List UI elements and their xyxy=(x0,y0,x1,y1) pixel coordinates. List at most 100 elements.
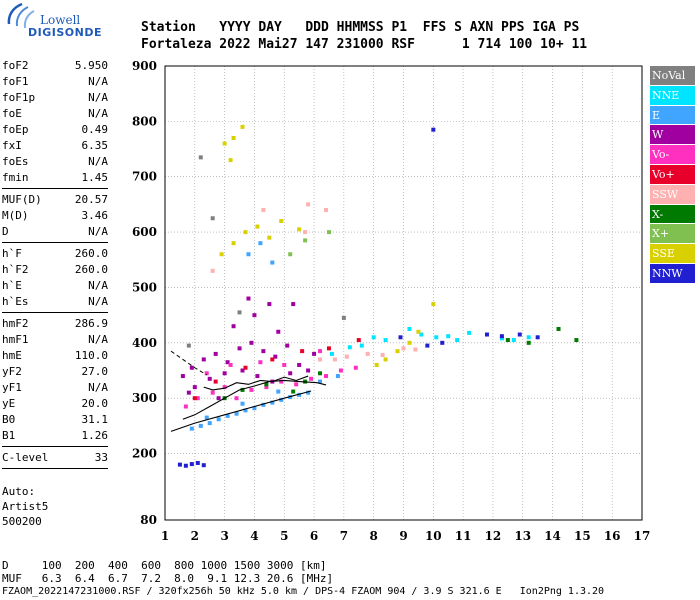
autoscaling-info: Auto: Artist5 500200 xyxy=(2,484,48,529)
x-tick-label: 1 xyxy=(161,529,169,543)
echo-point xyxy=(276,389,281,394)
echo-point xyxy=(335,374,340,379)
param-label: foF1 xyxy=(2,75,29,88)
echo-point xyxy=(395,349,400,354)
echo-point xyxy=(398,335,403,340)
echo-point xyxy=(201,463,206,468)
param-row: foF1p N/A xyxy=(2,90,108,106)
auto-label: Auto: xyxy=(2,485,36,498)
echo-point xyxy=(294,382,299,387)
echo-point xyxy=(261,207,266,212)
echo-point xyxy=(374,362,379,367)
legend-item-x-: X+ xyxy=(650,224,695,245)
echo-point xyxy=(300,349,305,354)
echo-point xyxy=(318,379,323,384)
echo-point xyxy=(189,365,194,370)
echo-point xyxy=(195,396,200,401)
echo-point xyxy=(192,385,197,390)
param-value: 20.0 xyxy=(81,397,109,410)
param-label: B1 xyxy=(2,429,16,442)
echo-point xyxy=(186,390,191,395)
echo-point xyxy=(246,296,251,301)
echo-point xyxy=(231,241,236,246)
echo-point xyxy=(455,338,460,343)
legend-item-noval: NoVal xyxy=(650,66,695,86)
polarization-legend: NoVal NNE E W Vo- Vo+ SSW X- X+ SSE NNW xyxy=(650,66,695,284)
echo-point xyxy=(267,302,272,307)
echo-point xyxy=(279,397,284,402)
echo-point xyxy=(416,329,421,334)
echo-point xyxy=(356,338,361,343)
echo-point xyxy=(270,400,275,405)
echo-point xyxy=(419,332,424,337)
echo-point xyxy=(225,360,230,365)
x-tick-label: 11 xyxy=(455,529,472,543)
echo-point xyxy=(288,252,293,257)
echo-point xyxy=(273,354,278,359)
trace-curve xyxy=(182,379,327,420)
echo-point xyxy=(309,376,314,381)
param-row: yF2 27.0 xyxy=(2,364,108,380)
digisonde-logo: Lowell DIGISONDE xyxy=(2,2,101,42)
echo-point xyxy=(183,463,188,468)
echo-point xyxy=(192,396,197,401)
param-value: N/A xyxy=(88,225,108,238)
echo-point xyxy=(318,357,323,362)
echo-point xyxy=(264,385,269,390)
echo-point xyxy=(198,155,203,160)
echo-point xyxy=(291,302,296,307)
echo-point xyxy=(347,345,352,350)
x-tick-label: 6 xyxy=(310,529,318,543)
echo-point xyxy=(240,387,245,392)
param-row: foF2 5.950 xyxy=(2,58,108,74)
param-value: N/A xyxy=(88,333,108,346)
echo-point xyxy=(353,365,358,370)
echo-point xyxy=(401,346,406,351)
x-tick-label: 16 xyxy=(604,529,621,543)
echo-point xyxy=(228,158,233,163)
echo-point xyxy=(234,411,239,416)
echo-point xyxy=(249,340,254,345)
param-value: 6.35 xyxy=(81,139,109,152)
echo-point xyxy=(365,351,370,356)
echo-point xyxy=(467,330,472,335)
echo-point xyxy=(270,260,275,265)
echo-point xyxy=(210,390,215,395)
echo-point xyxy=(323,207,328,212)
param-row: foE N/A xyxy=(2,106,108,122)
echo-point xyxy=(210,268,215,273)
param-row: M(D) 3.46 xyxy=(2,208,108,224)
echo-point xyxy=(237,346,242,351)
header-row1: Station YYYY DAY DDD HHMMSS P1 FFS S AXN… xyxy=(141,20,580,35)
echo-point xyxy=(440,340,445,345)
echo-point xyxy=(216,396,221,401)
echo-point xyxy=(574,338,579,343)
param-row: B1 1.26 xyxy=(2,428,108,444)
echo-point xyxy=(306,390,311,395)
param-label: foE xyxy=(2,107,22,120)
echo-point xyxy=(252,406,257,411)
param-value: 1.26 xyxy=(81,429,109,442)
echo-point xyxy=(499,336,504,341)
y-tick-label: 400 xyxy=(132,336,157,350)
echo-point xyxy=(228,362,233,367)
param-separator xyxy=(2,242,108,243)
legend-item-sse: SSE xyxy=(650,244,695,264)
echo-point xyxy=(359,343,364,348)
y-tick-label: 700 xyxy=(132,170,157,184)
echo-point xyxy=(237,310,242,315)
param-label: D xyxy=(2,225,9,238)
echo-point xyxy=(303,238,308,243)
echo-point xyxy=(258,360,263,365)
echo-point xyxy=(505,338,510,343)
echo-point xyxy=(222,371,227,376)
param-separator xyxy=(2,312,108,313)
echo-point xyxy=(306,202,311,207)
y-tick-label: 80 xyxy=(140,513,157,527)
echo-point xyxy=(511,338,516,343)
legend-item-w: W xyxy=(650,125,695,146)
param-value: N/A xyxy=(88,155,108,168)
param-label: h`F2 xyxy=(2,263,29,276)
digisonde-logo-mark xyxy=(7,2,35,29)
param-value: N/A xyxy=(88,75,108,88)
